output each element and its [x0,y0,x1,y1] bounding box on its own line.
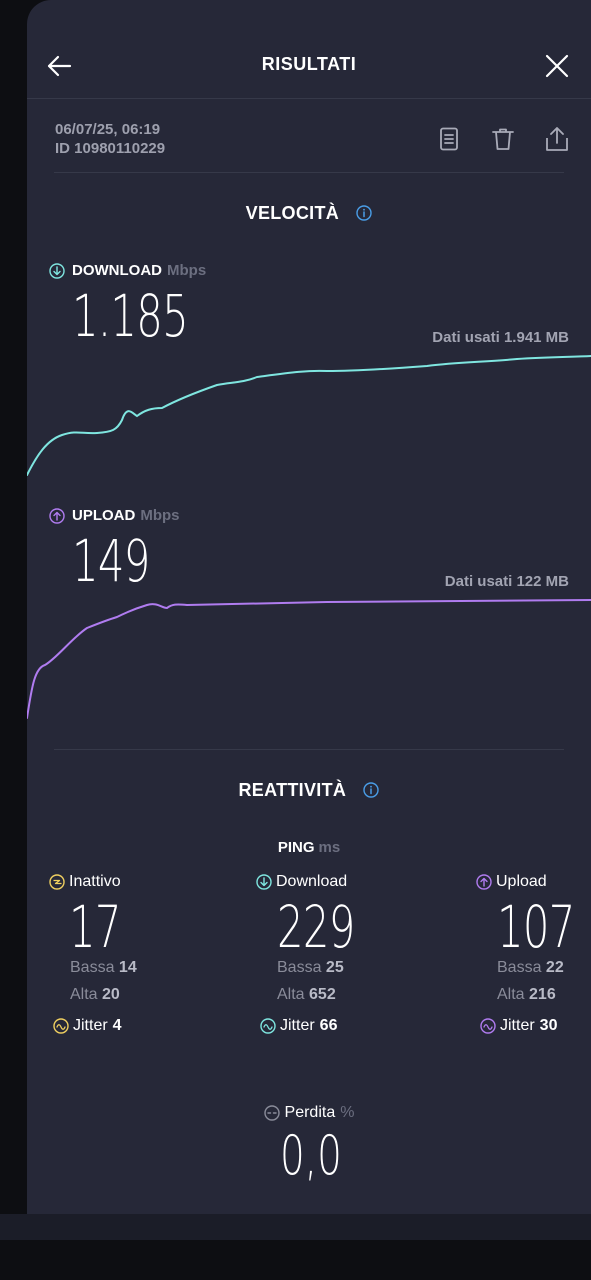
close-button[interactable] [539,48,575,84]
meta-divider [54,172,564,173]
ping-upload-label: Upload [496,873,547,890]
high-value: 652 [309,986,336,1003]
loss-label: Perdita [284,1104,336,1121]
ping-download-high: Alta 652 [277,986,336,1004]
idle-bolt-icon [49,874,65,890]
test-date: 06/07/25, 06:19 [55,121,161,138]
download-arrow-icon [49,262,65,279]
ping-idle-jitter: Jitter 4 [53,1017,122,1035]
info-icon [363,782,380,798]
ping-idle-label: Inattivo [69,873,121,890]
info-icon [356,205,373,221]
share-button[interactable] [543,124,571,154]
loss-value: 0,0 [280,1124,342,1187]
low-value: 22 [545,959,564,976]
jitter-wave-icon [480,1018,496,1034]
download-speed: 1.185 [72,282,189,350]
ping-idle-low: Bassa 14 [70,959,137,977]
ping-upload-low: Bassa 22 [497,959,564,977]
download-label: DOWNLOAD [72,262,162,279]
delete-button[interactable] [489,124,517,154]
upload-label: UPLOAD [72,507,136,524]
reactivity-title-text: REATTIVITÀ [238,780,347,800]
loss-unit: % [340,1104,355,1121]
ping-download-jitter: Jitter 66 [260,1017,337,1035]
jitter-value: 66 [319,1017,338,1034]
high-value: 216 [529,986,556,1003]
jitter-label: Jitter [500,1017,535,1034]
share-icon [546,127,568,151]
jitter-value: 30 [539,1017,558,1034]
download-arrow-icon [256,874,272,890]
test-id: ID 10980110229 [55,140,166,157]
high-label: Alta [277,986,305,1003]
low-label: Bassa [497,959,542,976]
ping-download-value: 229 [277,893,355,961]
download-chart [27,355,591,476]
high-value: 20 [102,986,120,1003]
high-label: Alta [70,986,98,1003]
download-header: DOWNLOAD Mbps [49,262,206,279]
low-label: Bassa [277,959,322,976]
loss-icon [263,1105,280,1121]
download-unit: Mbps [167,262,207,279]
low-value: 14 [118,959,137,976]
document-icon [440,127,458,151]
ping-label: PING [277,839,315,856]
upload-speed-line [27,599,591,719]
ping-upload-jitter: Jitter 30 [480,1017,557,1035]
jitter-value: 4 [112,1017,122,1034]
section-divider [54,749,564,750]
ping-title: PING ms [27,839,591,856]
download-data-used: Dati usati 1.941 MB [432,329,569,346]
high-label: Alta [497,986,525,1003]
upload-data-used: Dati usati 122 MB [444,573,569,590]
close-icon [545,54,569,78]
results-panel: RISULTATI 06/07/25, 06:19 ID 10980110229… [27,0,591,1240]
page-title: RISULTATI [261,54,357,74]
jitter-wave-icon [260,1018,276,1034]
upload-arrow-icon [476,874,492,890]
back-button[interactable] [41,48,77,84]
download-speed-line [27,355,591,476]
ping-download-label: Download [276,873,348,890]
velocity-info-button[interactable] [356,205,373,226]
ping-download-header: Download [256,873,347,891]
ping-upload-value: 107 [497,893,575,961]
velocity-title: VELOCITÀ [27,203,591,226]
loss-header: Perdita % [27,1104,591,1122]
velocity-title-text: VELOCITÀ [245,203,340,223]
upload-chart [27,599,591,719]
low-value: 25 [325,959,344,976]
jitter-label: Jitter [73,1017,108,1034]
ping-upload-high: Alta 216 [497,986,556,1004]
trash-icon [492,128,514,150]
details-button[interactable] [435,124,463,154]
ping-download-low: Bassa 25 [277,959,344,977]
low-label: Bassa [70,959,115,976]
arrow-left-icon [47,55,72,77]
upload-header: UPLOAD Mbps [49,507,180,524]
ping-unit: ms [318,839,341,856]
reactivity-info-button[interactable] [363,782,380,803]
upload-arrow-icon [49,507,65,524]
header-divider [27,98,591,99]
ping-idle-value: 17 [69,893,121,961]
jitter-label: Jitter [280,1017,315,1034]
ping-idle-header: Inattivo [49,873,121,891]
upload-unit: Mbps [140,507,180,524]
bottom-edge [0,1214,591,1240]
ping-idle-high: Alta 20 [70,986,120,1004]
upload-speed: 149 [72,527,150,595]
jitter-wave-icon [53,1018,69,1034]
reactivity-title: REATTIVITÀ [27,780,591,803]
ping-upload-header: Upload [476,873,547,891]
